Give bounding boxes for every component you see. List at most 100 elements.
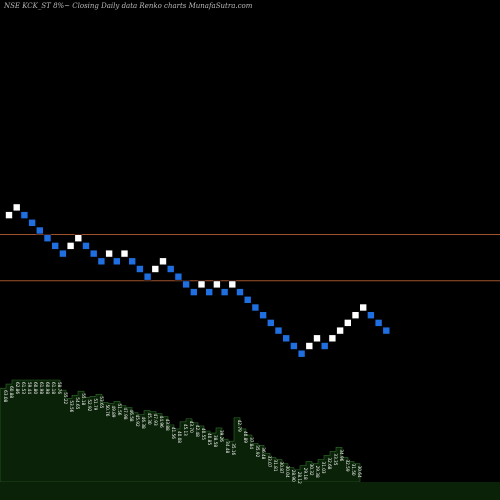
volume-label: 43.88: [165, 419, 170, 431]
volume-label: 58.76: [57, 382, 62, 394]
renko-brick-up: [197, 280, 206, 289]
volume-label: 28.90: [291, 470, 296, 482]
renko-brick-down: [374, 319, 383, 327]
renko-brick-down: [297, 349, 306, 358]
renko-brick-down: [128, 257, 136, 266]
renko-brick-down: [259, 311, 267, 320]
volume-label: 30.87: [279, 462, 284, 474]
renko-brick-up: [74, 234, 83, 242]
renko-brick-down: [205, 288, 213, 296]
volume-label: 53.65: [99, 396, 104, 408]
volume-label: 30.04: [285, 466, 290, 478]
volume-label: 30.64: [357, 466, 362, 478]
volume-label: 53.56: [69, 400, 74, 412]
volume-label: 61.53: [21, 382, 26, 394]
volume-label: 42.79: [237, 420, 242, 432]
volume-label: 29.38: [315, 466, 320, 478]
renko-brick-up: [228, 280, 237, 289]
volume-label: 32.68: [327, 457, 332, 469]
volume-label: 40.55: [201, 428, 206, 440]
renko-brick-up: [213, 280, 221, 289]
renko-brick-down: [28, 219, 36, 227]
volume-label: 50.76: [105, 404, 110, 416]
chart-title: NSE KCK_ST 8%~ Closing Daily data Renko …: [4, 2, 253, 10]
renko-brick-up: [120, 249, 129, 258]
volume-label: 47.93: [153, 414, 158, 426]
volume-label: 31.50: [351, 464, 356, 476]
volume-label: 36.48: [261, 447, 266, 459]
volume-label: 34.96: [339, 449, 344, 461]
renko-brick-down: [320, 342, 329, 350]
renko-brick-down: [113, 257, 121, 266]
volume-label: 51.79: [93, 398, 98, 410]
volume-label: 60.80: [33, 382, 38, 394]
volume-label: 30.32: [309, 464, 314, 476]
renko-brick-down: [274, 326, 283, 335]
volume-area-shape: [0, 379, 361, 483]
volume-label: 59.44: [27, 382, 32, 394]
renko-brick-down: [290, 342, 298, 350]
volume-label: 28.12: [297, 472, 302, 484]
volume-label: 33.35: [333, 453, 338, 465]
renko-brick-down: [143, 272, 152, 281]
renko-brick-down: [43, 234, 52, 242]
renko-brick-down: [182, 280, 190, 289]
renko-brick-up: [343, 319, 352, 327]
renko-brick-down: [20, 211, 29, 219]
volume-label: 49.89: [111, 405, 116, 417]
renko-brick-down: [51, 242, 60, 250]
volume-label: 47.98: [123, 408, 128, 420]
volume-label: 39.26: [219, 430, 224, 442]
volume-label: 61.18: [51, 382, 56, 394]
volume-label: 51.56: [117, 403, 122, 415]
volume-label: 52.92: [87, 399, 92, 411]
renko-brick-up: [305, 342, 314, 350]
renko-brick-up: [105, 249, 113, 258]
volume-label: 54.65: [75, 397, 80, 409]
renko-brick-down: [166, 265, 175, 273]
renko-brick-up: [151, 265, 160, 273]
volume-label: 55.18: [81, 393, 86, 405]
renko-brick-down: [220, 288, 229, 296]
renko-brick-down: [97, 257, 106, 266]
volume-label: 60.88: [9, 386, 14, 398]
volume-label: 33.07: [267, 455, 272, 467]
renko-brick-down: [282, 334, 291, 343]
renko-brick-up: [336, 326, 344, 335]
renko-brick-down: [367, 311, 375, 320]
volume-label: 61.98: [39, 382, 44, 394]
volume-label: 35.92: [255, 445, 260, 457]
volume-label: 40.08: [177, 431, 182, 443]
volume-label: 34.48: [225, 441, 230, 453]
renko-brick-up: [159, 257, 167, 266]
renko-brick-down: [382, 326, 391, 335]
renko-brick-down: [251, 303, 260, 312]
volume-label: 29.18: [303, 468, 308, 480]
renko-brick-up: [66, 242, 75, 250]
volume-label: 31.81: [273, 460, 278, 472]
volume-area: [0, 379, 500, 500]
renko-brick-down: [174, 272, 183, 281]
renko-brick-down: [59, 249, 67, 258]
volume-label: 45.92: [135, 415, 140, 427]
volume-baseline: [0, 482, 500, 500]
renko-brick-up: [328, 334, 337, 343]
volume-label: 62.86: [15, 382, 20, 394]
volume-label: 42.48: [195, 425, 200, 437]
volume-label: 38.58: [213, 435, 218, 447]
volume-label: 46.38: [141, 417, 146, 429]
renko-brick-up: [313, 334, 321, 343]
volume-label: 63.08: [3, 390, 8, 402]
volume-label: 43.70: [189, 421, 194, 433]
volume-label: 46.58: [129, 410, 134, 422]
reference-lines: [0, 234, 500, 282]
renko-brick-down: [82, 242, 90, 250]
volume-label: 31.03: [321, 462, 326, 474]
volume-label: 45.13: [183, 424, 188, 436]
volume-label: 55.22: [63, 392, 68, 404]
renko-bricks: [5, 203, 391, 358]
volume-label: 35.16: [231, 443, 236, 455]
renko-brick-down: [89, 249, 98, 258]
